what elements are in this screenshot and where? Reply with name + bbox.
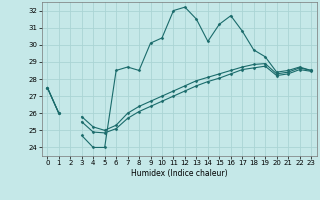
X-axis label: Humidex (Indice chaleur): Humidex (Indice chaleur) bbox=[131, 169, 228, 178]
